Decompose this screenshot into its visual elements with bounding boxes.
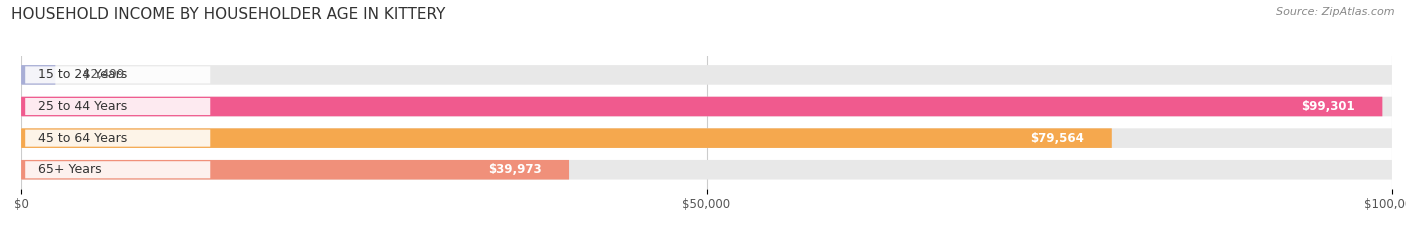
Text: HOUSEHOLD INCOME BY HOUSEHOLDER AGE IN KITTERY: HOUSEHOLD INCOME BY HOUSEHOLDER AGE IN K… bbox=[11, 7, 446, 22]
Text: $39,973: $39,973 bbox=[488, 163, 541, 176]
FancyBboxPatch shape bbox=[21, 160, 569, 180]
FancyBboxPatch shape bbox=[25, 161, 211, 178]
FancyBboxPatch shape bbox=[21, 128, 1112, 148]
Text: $2,499: $2,499 bbox=[83, 69, 124, 81]
Text: 65+ Years: 65+ Years bbox=[38, 163, 101, 176]
FancyBboxPatch shape bbox=[21, 65, 1392, 85]
FancyBboxPatch shape bbox=[25, 98, 211, 115]
Text: Source: ZipAtlas.com: Source: ZipAtlas.com bbox=[1277, 7, 1395, 17]
FancyBboxPatch shape bbox=[21, 97, 1382, 116]
Text: 45 to 64 Years: 45 to 64 Years bbox=[38, 132, 127, 145]
Text: 25 to 44 Years: 25 to 44 Years bbox=[38, 100, 127, 113]
FancyBboxPatch shape bbox=[25, 130, 211, 147]
FancyBboxPatch shape bbox=[21, 97, 1392, 116]
FancyBboxPatch shape bbox=[21, 128, 1392, 148]
FancyBboxPatch shape bbox=[21, 65, 55, 85]
Text: $79,564: $79,564 bbox=[1031, 132, 1084, 145]
FancyBboxPatch shape bbox=[25, 66, 211, 83]
Text: 15 to 24 Years: 15 to 24 Years bbox=[38, 69, 127, 81]
FancyBboxPatch shape bbox=[21, 160, 1392, 180]
Text: $99,301: $99,301 bbox=[1302, 100, 1355, 113]
